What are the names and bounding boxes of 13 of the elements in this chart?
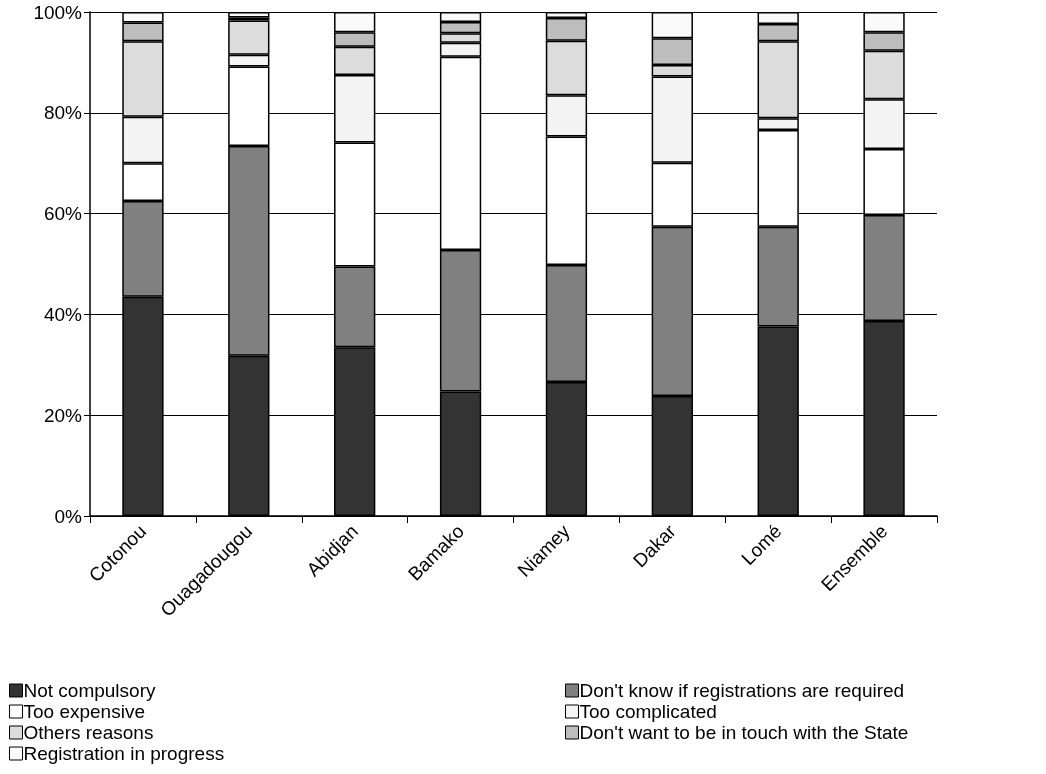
legend-label: Not compulsory — [23, 680, 156, 701]
legend-label: Too complicated — [579, 701, 717, 722]
legend-label: Don't know if registrations are required — [579, 680, 905, 701]
y-tick-label: 60% — [43, 203, 83, 225]
y-tick-label: 0% — [54, 505, 83, 527]
y-tick-label: 40% — [43, 303, 83, 325]
y-tick-label: 100% — [33, 1, 83, 23]
legend-label: Don't want to be in touch with the State — [579, 722, 909, 743]
y-tick-label: 80% — [43, 102, 83, 124]
legend-label: Too expensive — [23, 701, 145, 722]
legend-label: Registration in progress — [23, 743, 225, 764]
y-tick-label: 20% — [43, 404, 83, 426]
legend-label: Others reasons — [23, 722, 154, 743]
